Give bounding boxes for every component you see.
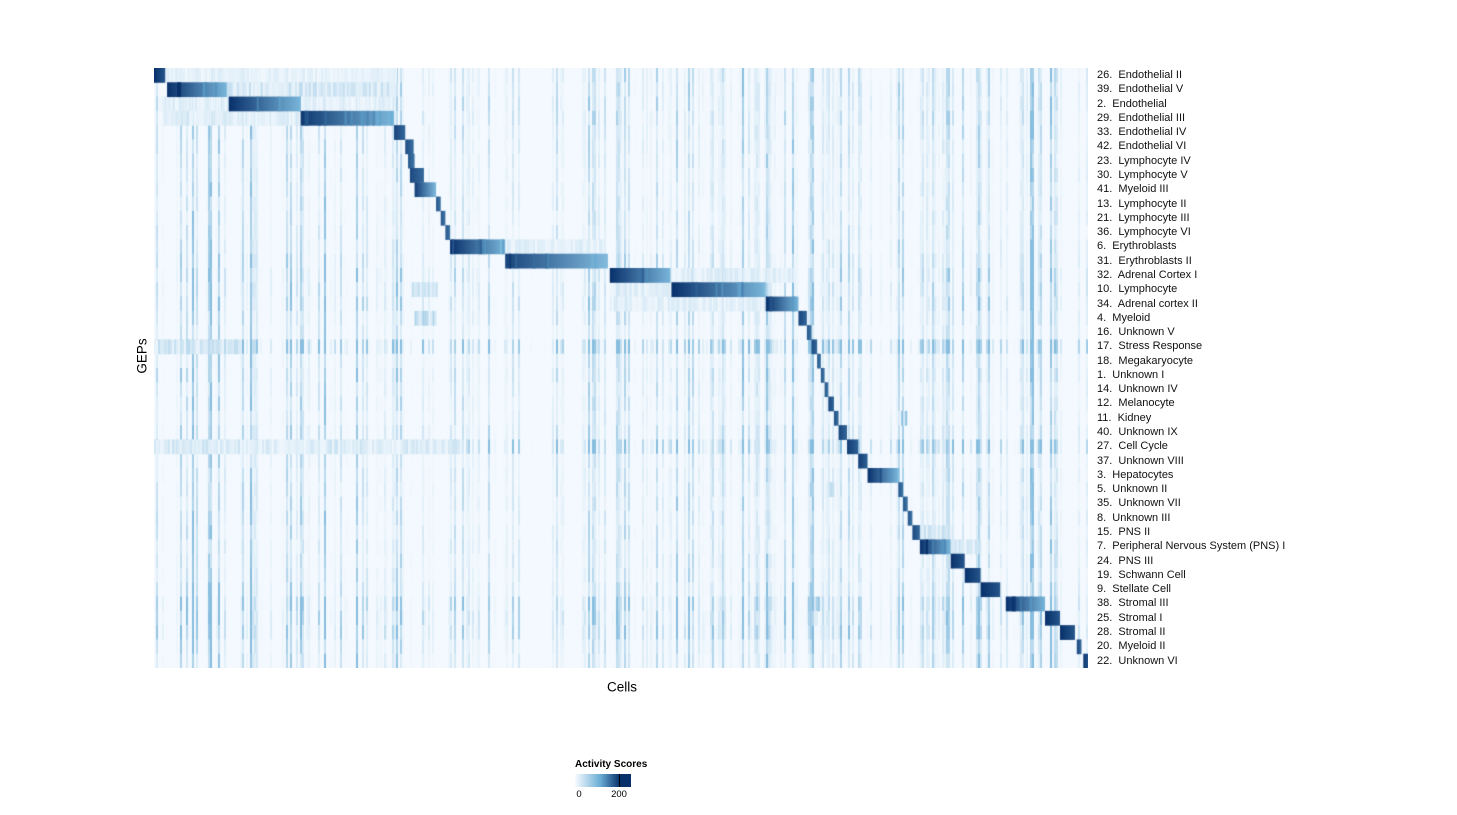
gep-row-label: 25. Stromal I — [1097, 611, 1163, 624]
gep-row-label: 15. PNS II — [1097, 526, 1151, 538]
gep-row-label: 33. Endothelial IV — [1097, 126, 1187, 139]
legend-tick-0: 0 — [576, 789, 582, 800]
legend-tick-mark — [619, 774, 620, 787]
gep-row-label: 2. Endothelial — [1097, 97, 1167, 110]
gep-row-label: 1. Unknown I — [1097, 368, 1165, 381]
row-labels: 26. Endothelial II 39. Endothelial V 2. En… — [1097, 68, 1457, 668]
gep-row-label: 12. Melanocyte — [1097, 397, 1175, 410]
gep-row-label: 9. Stellate Cell — [1097, 583, 1171, 596]
legend: Activity Scores 0 200 — [575, 759, 695, 801]
gep-row-label: 19. Schwann Cell — [1097, 568, 1186, 581]
gep-row-label: 10. Lymphocyte — [1097, 283, 1178, 296]
gep-row-label: 5. Unknown II — [1097, 483, 1168, 496]
x-axis-label: Cells — [606, 679, 638, 695]
legend-tick-200: 200 — [611, 789, 627, 800]
gep-row-label: 31. Erythroblasts II — [1097, 254, 1192, 267]
gep-row-label: 41. Myeloid III — [1097, 183, 1169, 196]
gep-row-label: 11. Kidney — [1097, 411, 1152, 424]
gep-row-label: 18. Megakaryocyte — [1097, 354, 1193, 367]
gep-row-label: 35. Unknown VII — [1097, 497, 1181, 510]
gep-row-label: 24. PNS III — [1097, 554, 1154, 567]
gep-row-label: 39. Endothelial V — [1097, 83, 1184, 96]
gep-row-label: 40. Unknown IX — [1097, 426, 1178, 439]
gep-row-label: 16. Unknown V — [1097, 326, 1175, 339]
gep-row-label: 21. Lymphocyte III — [1097, 211, 1190, 224]
gep-row-label: 26. Endothelial II — [1097, 69, 1183, 81]
gep-row-label: 30. Lymphocyte V — [1097, 168, 1188, 181]
gep-row-label: 22. Unknown VI — [1097, 654, 1178, 667]
legend-gradient-bar — [575, 774, 631, 787]
legend-ticks: 0 200 — [575, 789, 631, 801]
gep-row-label: 20. Myeloid II — [1097, 640, 1166, 653]
gep-row-label: 14. Unknown IV — [1097, 383, 1178, 396]
gep-row-label: 23. Lymphocyte IV — [1097, 154, 1191, 167]
gep-row-label: 4. Myeloid — [1097, 311, 1151, 324]
gep-row-label: 17. Stress Response — [1097, 340, 1203, 353]
gep-row-label: 34. Adrenal cortex II — [1097, 297, 1198, 310]
gep-row-label: 42. Endothelial VI — [1097, 140, 1187, 153]
gep-row-label: 36. Lymphocyte VI — [1097, 226, 1191, 239]
gep-row-label: 38. Stromal III — [1097, 597, 1169, 610]
gep-row-label: 37. Unknown VIII — [1097, 454, 1184, 467]
gep-row-label: 7. Peripheral Nervous System (PNS) I — [1097, 540, 1286, 553]
heatmap-canvas — [154, 68, 1088, 668]
gep-row-label: 13. Lymphocyte II — [1097, 197, 1187, 210]
gep-row-label: 6. Erythroblasts — [1097, 240, 1177, 253]
gep-row-label: 32. Adrenal Cortex I — [1097, 268, 1198, 281]
legend-title: Activity Scores — [575, 759, 648, 770]
gep-row-label: 28. Stromal II — [1097, 625, 1166, 638]
gep-row-label: 8. Unknown III — [1097, 511, 1171, 524]
y-axis-label: GEPs — [134, 338, 150, 374]
gep-row-label: 27. Cell Cycle — [1097, 440, 1168, 453]
gep-row-label: 29. Endothelial III — [1097, 111, 1186, 124]
gep-row-label: 3. Hepatocytes — [1097, 468, 1174, 481]
